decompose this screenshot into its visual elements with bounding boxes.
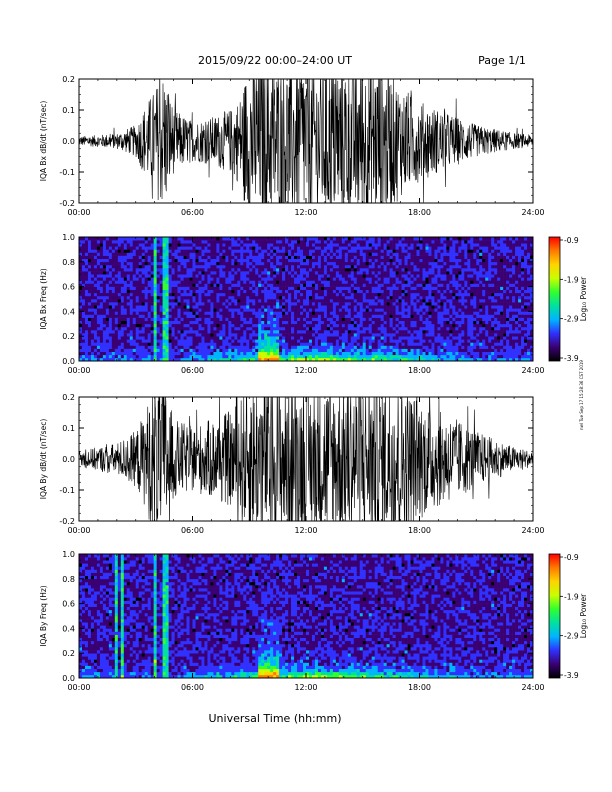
by-dbdt-panel: 00:00 06:00 12:00 18:00 24:00 -0.2 -0.1 0.0 0.1 0… — [39, 393, 545, 535]
y-tick-label: -0.1 — [59, 486, 75, 495]
generation-stamp: nwl Tue Sep 17 15:28:36 CST 2019 — [579, 360, 584, 430]
x-axis-title: Universal Time (hh:mm) — [209, 712, 342, 725]
y-tick-label: 0.6 — [62, 600, 75, 609]
y-tick-label: 0.8 — [62, 258, 75, 267]
y-tick-label: 0.1 — [62, 106, 75, 115]
x-tick-label: 00:00 — [67, 526, 90, 535]
x-tick-label: 12:00 — [294, 208, 317, 217]
y-tick-label: 0.2 — [62, 332, 75, 341]
colorbar-tick-label: -3.9 — [564, 354, 579, 363]
y-tick-label: -0.1 — [59, 168, 75, 177]
y-tick-label: 0.6 — [62, 283, 75, 292]
dbdt-trace — [79, 79, 533, 203]
x-tick-label: 24:00 — [521, 683, 544, 692]
colorbar-tick-label: -2.9 — [564, 315, 579, 324]
y-tick-label: 1.0 — [62, 233, 75, 242]
y-tick-label: 0.8 — [62, 575, 75, 584]
y-tick-label: 0.0 — [62, 357, 75, 366]
spectrogram-cells — [79, 554, 534, 679]
colorbar-tick-label: -1.9 — [564, 592, 579, 601]
colorbar-tick-label: -0.9 — [564, 236, 579, 245]
x-tick-label: 24:00 — [521, 208, 544, 217]
x-tick-label: 24:00 — [521, 366, 544, 375]
y-tick-label: 0.0 — [62, 674, 75, 683]
x-tick-label: 06:00 — [181, 526, 204, 535]
figure-title: 2015/09/22 00:00–24:00 UT — [198, 54, 352, 67]
colorbar-tick-label: -0.9 — [564, 553, 579, 562]
x-tick-label: 00:00 — [67, 208, 90, 217]
x-tick-label: 12:00 — [294, 683, 317, 692]
y-tick-label: 1.0 — [62, 550, 75, 559]
y-tick-label: 0.2 — [62, 393, 75, 402]
y-axis-label: IQA By dB/dt (nT/sec) — [39, 419, 48, 500]
bx-spectrogram-panel: -0.9 -1.9 -2.9 -3.9 Log₁₀ Power 00:00 06:00 12:… — [39, 233, 588, 375]
x-tick-label: 06:00 — [181, 366, 204, 375]
y-tick-label: 0.2 — [62, 649, 75, 658]
colorbar — [548, 236, 561, 362]
x-tick-label: 06:00 — [181, 683, 204, 692]
colorbar-tick-label: -1.9 — [564, 275, 579, 284]
colorbar-label: Log₁₀ Power — [579, 276, 588, 321]
y-tick-label: 0.0 — [62, 455, 75, 464]
y-tick-label: -0.2 — [59, 517, 75, 526]
x-tick-label: 12:00 — [294, 526, 317, 535]
bx-dbdt-panel: 00:00 06:00 12:00 18:00 24:00 -0.2 -0.1 0.0 0.1 0… — [39, 75, 545, 217]
y-tick-label: 0.4 — [62, 624, 75, 633]
y-axis-label: IQA Bx dB/dt (nT/sec) — [39, 101, 48, 182]
spectrogram-cells — [79, 237, 534, 362]
x-tick-label: 00:00 — [67, 366, 90, 375]
colorbar-tick-label: -3.9 — [564, 671, 579, 680]
y-tick-label: 0.0 — [62, 137, 75, 146]
x-tick-label: 24:00 — [521, 526, 544, 535]
x-tick-label: 18:00 — [408, 366, 431, 375]
x-tick-label: 18:00 — [408, 526, 431, 535]
colorbar — [548, 553, 561, 679]
y-axis-label: IQA By Freq (Hz) — [39, 585, 48, 647]
y-tick-label: 0.1 — [62, 424, 75, 433]
colorbar-label: Log₁₀ Power — [579, 593, 588, 638]
y-axis-label: IQA Bx Freq (Hz) — [39, 268, 48, 330]
y-tick-label: -0.2 — [59, 199, 75, 208]
x-tick-label: 00:00 — [67, 683, 90, 692]
x-tick-label: 18:00 — [408, 208, 431, 217]
y-tick-label: 0.4 — [62, 307, 75, 316]
page-indicator: Page 1/1 — [478, 54, 526, 67]
x-tick-label: 12:00 — [294, 366, 317, 375]
y-tick-label: 0.2 — [62, 75, 75, 84]
x-tick-label: 18:00 — [408, 683, 431, 692]
dbdt-trace — [79, 397, 533, 521]
by-spectrogram-panel: -0.9 -1.9 -2.9 -3.9 Log₁₀ Power 00:00 06:00 12:… — [39, 550, 588, 692]
x-tick-label: 06:00 — [181, 208, 204, 217]
colorbar-tick-label: -2.9 — [564, 632, 579, 641]
